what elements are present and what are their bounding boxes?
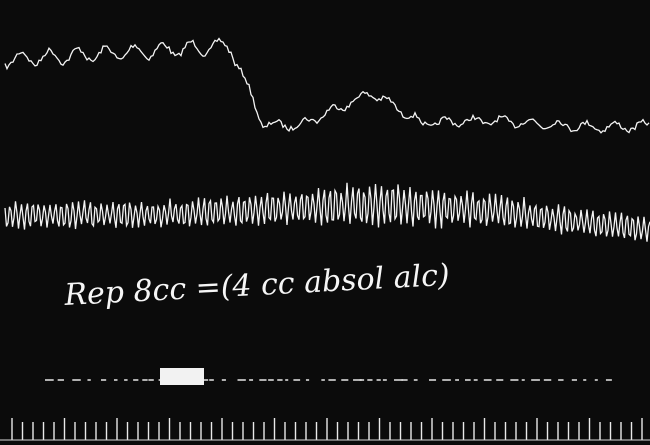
kymograph-photo: Rep 8cc =(4 cc absol alc) (0, 0, 650, 445)
signal-marker (160, 368, 204, 385)
